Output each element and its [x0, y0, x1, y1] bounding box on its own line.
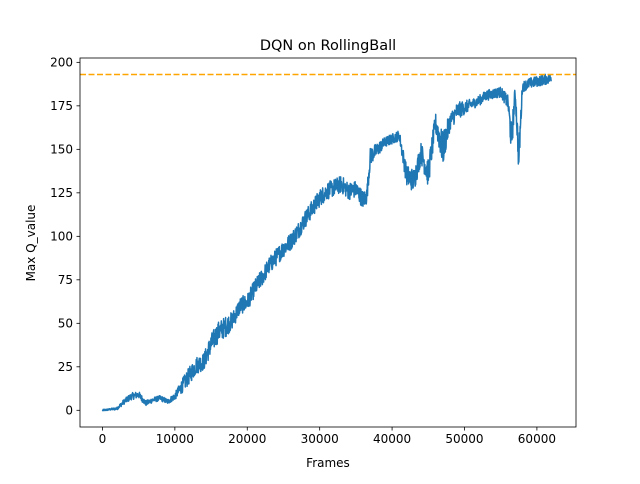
- x-tick-label: 60000: [518, 432, 556, 446]
- y-tick-layer: 0 25 50 75 100 125 150 175 200: [50, 56, 80, 418]
- x-tick-layer: 0 10000 20000 30000 40000 50000 60000: [99, 427, 556, 446]
- y-tick-label: 200: [50, 56, 73, 70]
- x-axis-label: Frames: [306, 456, 350, 470]
- series-line-0: [101, 73, 553, 412]
- y-tick-label: 150: [50, 143, 73, 157]
- axes-frame: [79, 57, 577, 428]
- y-tick-label: 0: [65, 404, 73, 418]
- x-tick-label: 0: [99, 432, 107, 446]
- x-tick-label: 40000: [373, 432, 411, 446]
- x-tick-label: 10000: [156, 432, 194, 446]
- y-tick-label: 25: [58, 360, 73, 374]
- x-tick-label: 20000: [228, 432, 266, 446]
- y-tick-label: 125: [50, 186, 73, 200]
- x-tick-label: 30000: [301, 432, 339, 446]
- chart-title: DQN on RollingBall: [260, 38, 396, 54]
- y-tick-label: 75: [58, 273, 73, 287]
- x-tick-label: 50000: [445, 432, 483, 446]
- plot-area-border: [79, 57, 577, 428]
- y-tick-label: 50: [58, 317, 73, 331]
- y-axis-label: Max Q_value: [24, 205, 38, 282]
- y-tick-label: 100: [50, 230, 73, 244]
- y-tick-label: 175: [50, 99, 73, 113]
- series-layer: [101, 73, 553, 412]
